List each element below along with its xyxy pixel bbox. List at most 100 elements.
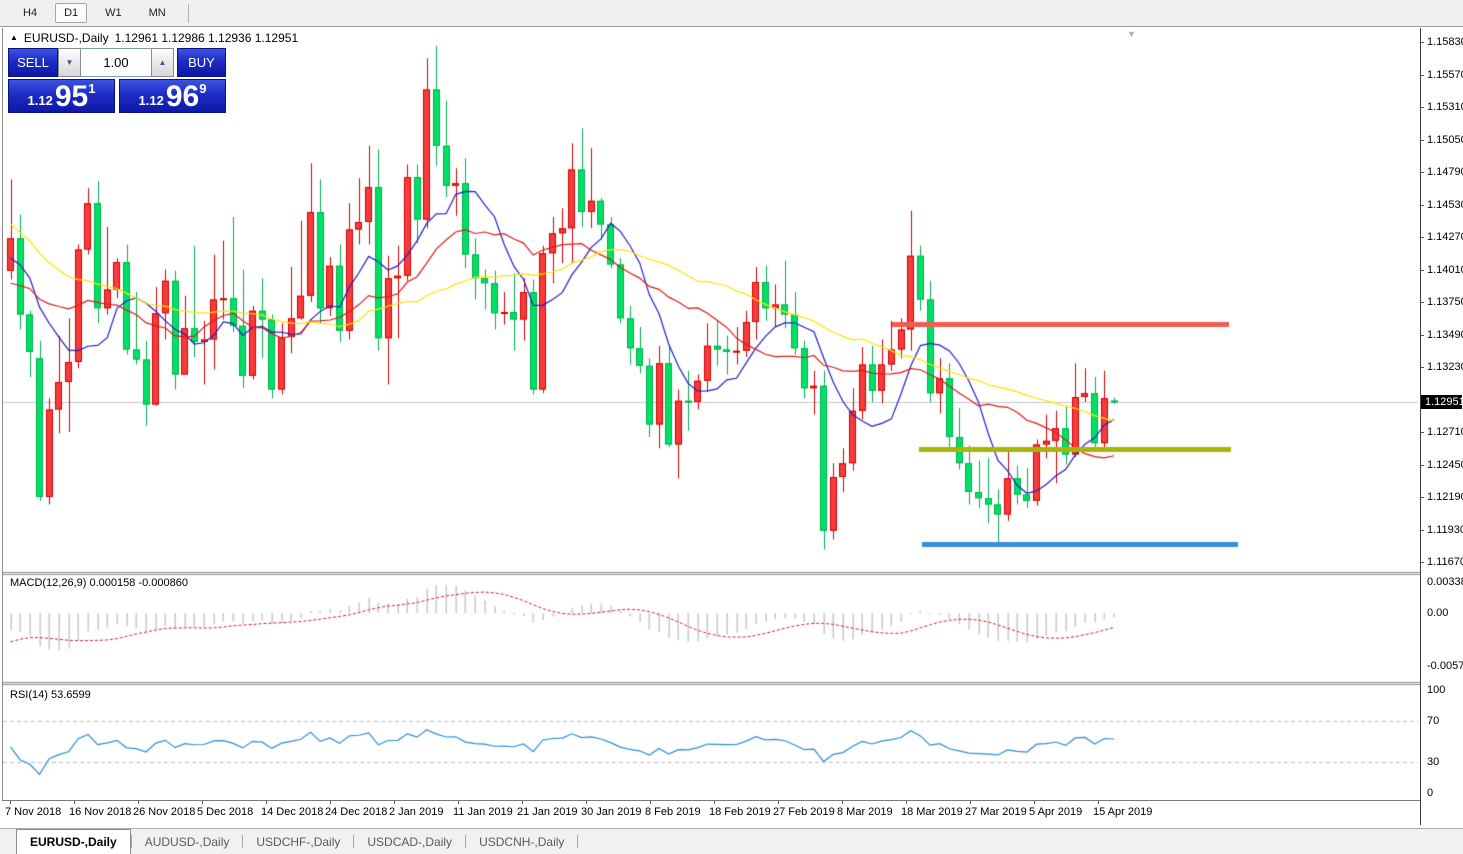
price-tick-label: 1.15310 (1427, 101, 1463, 113)
price-tick-mark (1421, 270, 1424, 271)
sell-button[interactable]: SELL (8, 48, 58, 77)
date-tick-mark (906, 801, 907, 804)
chart-title: ▲ EURUSD-,Daily 1.12961 1.12986 1.12936 … (10, 31, 298, 45)
price-tick-label: 1.14270 (1427, 231, 1463, 243)
price-tick-label: 1.13750 (1427, 296, 1463, 308)
price-tick-label: 1.13230 (1427, 361, 1463, 373)
price-tick-mark (1421, 562, 1424, 563)
date-tick-label: 15 Apr 2019 (1093, 806, 1153, 818)
price-tick-label: 1.14010 (1427, 264, 1463, 276)
price-tick-mark (1421, 367, 1424, 368)
date-tick-label: 8 Mar 2019 (837, 806, 893, 818)
date-axis[interactable]: 7 Nov 2018 16 Nov 2018 26 Nov 2018 5 Dec 20… (2, 800, 1461, 826)
tab-eurusd-daily[interactable]: EURUSD-,Daily (16, 829, 131, 854)
macd-axis-label: 0.00 (1427, 607, 1449, 619)
price-tick-label: 1.15830 (1427, 36, 1463, 48)
timeframe-toolbar: H4 D1 W1 MN (0, 0, 1463, 27)
price-tick-label: 1.13490 (1427, 329, 1463, 341)
tab-usdcad-daily[interactable]: USDCAD-,Daily (367, 834, 453, 849)
date-tick-mark (1034, 801, 1035, 804)
price-tick-label: 1.14790 (1427, 166, 1463, 178)
tab-audusd-daily[interactable]: AUDUSD-,Daily (144, 834, 230, 849)
price-tick-mark (1421, 172, 1424, 173)
date-tick-label: 7 Nov 2018 (5, 806, 62, 818)
rsi-axis-label: 70 (1427, 715, 1440, 727)
price-axis[interactable]: 1.15830 1.15570 1.15310 1.15050 1.14790 1.145… (1420, 28, 1463, 825)
volume-input[interactable] (81, 48, 151, 77)
date-tick-label: 21 Jan 2019 (517, 806, 578, 818)
chart-shift-marker-icon[interactable]: ▼ (1127, 29, 1136, 39)
price-tick-label: 1.12710 (1427, 426, 1463, 438)
price-tick-label: 1.11670 (1427, 556, 1463, 568)
price-tick-mark (1421, 497, 1424, 498)
macd-axis-label: 0.003386 (1427, 576, 1463, 588)
ohlc-values: 1.12961 1.12986 1.12936 1.12951 (114, 31, 299, 45)
macd-axis-label: -0.00574 (1427, 660, 1463, 672)
date-tick-mark (74, 801, 75, 804)
price-tick-mark (1421, 335, 1424, 336)
sell-price-display[interactable]: 1.12 95 1 (8, 79, 115, 113)
buy-button[interactable]: BUY (177, 48, 226, 77)
price-tick-mark (1421, 42, 1424, 43)
price-tick-label: 1.15570 (1427, 69, 1463, 81)
tab-separator (353, 835, 355, 848)
price-tick-mark (1421, 107, 1424, 108)
tab-separator (242, 835, 244, 848)
date-tick-mark (650, 801, 651, 804)
tab-separator (465, 835, 467, 848)
date-tick-label: 18 Mar 2019 (901, 806, 963, 818)
rsi-axis-label: 100 (1427, 684, 1446, 696)
date-tick-label: 27 Mar 2019 (965, 806, 1027, 818)
price-tick-label: 1.12450 (1427, 459, 1463, 471)
one-click-trading-panel: SELL ▼ ▲ BUY 1.12 95 1 1.12 96 9 (8, 48, 226, 113)
date-tick-mark (970, 801, 971, 804)
rsi-axis-label: 0 (1427, 787, 1434, 799)
timeframe-button-mn[interactable]: MN (148, 7, 166, 19)
timeframe-button-h4[interactable]: H4 (23, 7, 38, 19)
date-tick-label: 30 Jan 2019 (581, 806, 642, 818)
sell-price-prefix: 1.12 (27, 93, 53, 108)
date-tick-mark (394, 801, 395, 804)
current-price-tag: 1.12951 (1421, 395, 1463, 409)
tab-usdchf-daily[interactable]: USDCHF-,Daily (256, 834, 341, 849)
date-tick-label: 14 Dec 2018 (261, 806, 324, 818)
price-tick-label: 1.12190 (1427, 491, 1463, 503)
macd-indicator-label: MACD(12,26,9) 0.000158 -0.000860 (10, 577, 188, 589)
volume-decrease-button[interactable]: ▼ (58, 48, 81, 77)
date-tick-label: 24 Dec 2018 (325, 806, 388, 818)
timeframe-button-d1[interactable]: D1 (55, 3, 88, 23)
volume-increase-button[interactable]: ▲ (151, 48, 174, 77)
price-tick-mark (1421, 75, 1424, 76)
price-tick-mark (1421, 237, 1424, 238)
price-tick-mark (1421, 465, 1424, 466)
timeframe-button-w1[interactable]: W1 (105, 7, 122, 19)
date-tick-mark (522, 801, 523, 804)
volume-stepper: ▼ ▲ (58, 48, 174, 77)
date-tick-mark (10, 801, 11, 804)
buy-price-prefix: 1.12 (138, 93, 164, 108)
date-tick-label: 5 Apr 2019 (1029, 806, 1083, 818)
date-tick-mark (842, 801, 843, 804)
price-tick-label: 1.15050 (1427, 134, 1463, 146)
date-tick-label: 18 Feb 2019 (709, 806, 771, 818)
date-tick-label: 8 Feb 2019 (645, 806, 701, 818)
chart-canvas[interactable] (3, 28, 1420, 800)
price-tick-mark (1421, 140, 1424, 141)
date-tick-label: 11 Jan 2019 (453, 806, 513, 818)
date-tick-label: 26 Nov 2018 (133, 806, 196, 818)
price-tick-label: 1.11930 (1427, 524, 1463, 536)
symbol-label: EURUSD-,Daily (23, 31, 109, 45)
date-tick-mark (202, 801, 203, 804)
date-tick-label: 5 Dec 2018 (197, 806, 254, 818)
buy-price-display[interactable]: 1.12 96 9 (119, 79, 226, 113)
date-tick-mark (586, 801, 587, 804)
toolbar-divider (187, 3, 189, 23)
date-tick-mark (330, 801, 331, 804)
date-tick-mark (778, 801, 779, 804)
chart-tab-bar: EURUSD-,Daily AUDUSD-,Daily USDCHF-,Daily U… (0, 828, 1463, 854)
buy-price-big: 96 (165, 80, 200, 113)
tab-usdcnh-daily[interactable]: USDCNH-,Daily (479, 834, 565, 849)
collapse-icon[interactable]: ▲ (10, 32, 18, 42)
tab-separator (130, 835, 132, 848)
price-tick-mark (1421, 302, 1424, 303)
